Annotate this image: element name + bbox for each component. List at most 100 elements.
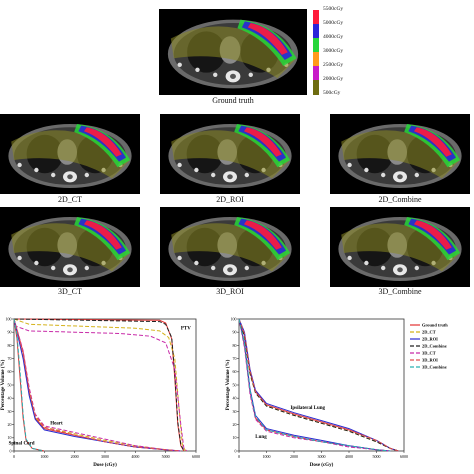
y-tick-label: 60 xyxy=(8,369,12,374)
caption-3d-combine: 3D_Combine xyxy=(378,287,422,296)
ct-panel-3d-roi xyxy=(160,207,300,287)
x-tick-label: 5000 xyxy=(162,454,170,459)
y-axis-label: Percentage Volume (%) xyxy=(226,359,231,410)
dose-colorbar xyxy=(313,10,319,95)
plot-area xyxy=(238,318,405,452)
y-tick-label: 0 xyxy=(10,448,12,453)
y-tick-label: 30 xyxy=(8,409,12,414)
caption-ground-truth: Ground truth xyxy=(212,96,254,105)
legend-label: 3D_CT xyxy=(422,351,436,356)
y-tick-label: 40 xyxy=(8,396,12,401)
x-axis-label: Dose (cGy) xyxy=(310,463,334,468)
ct-slice-image xyxy=(167,19,299,89)
y-tick-label: 100 xyxy=(231,316,237,321)
y-tick-label: 80 xyxy=(8,343,12,348)
dvh-curve xyxy=(238,318,391,452)
x-tick-label: 4000 xyxy=(345,454,353,459)
ct-panel-2d-roi xyxy=(160,114,300,194)
legend-label: 3D_Combine xyxy=(422,365,447,370)
colorbar-label: 2000cGy xyxy=(323,76,344,82)
x-tick-label: 2000 xyxy=(290,454,298,459)
y-axis-label: Percentage Volume (%) xyxy=(1,359,6,410)
y-tick-label: 70 xyxy=(8,356,12,361)
x-tick-label: 5000 xyxy=(373,454,381,459)
x-axis-label: Dose (cGy) xyxy=(93,463,117,468)
dvh-curve xyxy=(238,318,391,452)
colorbar-segment xyxy=(313,10,319,25)
colorbar-segment xyxy=(313,24,319,39)
y-tick-label: 100 xyxy=(6,316,12,321)
colorbar-label: 4000cGy xyxy=(323,34,344,40)
legend-label: 3D_ROI xyxy=(422,358,438,363)
x-tick-label: 3000 xyxy=(318,454,326,459)
x-tick-label: 1000 xyxy=(40,454,48,459)
colorbar-segment xyxy=(313,52,319,67)
colorbar-label: 5000cGy xyxy=(323,20,344,26)
y-tick-label: 10 xyxy=(8,435,12,440)
ct-slice-image xyxy=(338,124,462,188)
dvh-curve xyxy=(238,318,399,452)
roi-annotation: Spinal Cord xyxy=(9,441,35,446)
y-tick-label: 30 xyxy=(233,409,237,414)
dose-wash-max xyxy=(414,220,452,250)
legend-label: 2D_Combine xyxy=(422,344,447,349)
dvh-chart-ptv-heart-cord: 0 1000 2000 3000 4000 5000 6000 0 10 20 30 40 50 60 70… xyxy=(1,316,200,468)
caption-3d-ct: 3D_CT xyxy=(58,287,82,296)
x-tick-label: 2000 xyxy=(71,454,79,459)
roi-annotation: PTV xyxy=(181,327,191,332)
caption-2d-combine: 2D_Combine xyxy=(378,195,422,204)
legend-label: Ground truth xyxy=(422,323,448,328)
colorbar-label: 2500cGy xyxy=(323,62,344,68)
ct-panel-3d-combine xyxy=(330,207,470,287)
caption-2d-ct: 2D_CT xyxy=(58,195,82,204)
y-tick-label: 50 xyxy=(233,382,237,387)
y-tick-label: 90 xyxy=(233,330,237,335)
dvh-curve xyxy=(13,318,186,452)
x-tick-label: 6000 xyxy=(400,454,408,459)
x-tick-label: 0 xyxy=(13,454,15,459)
roi-annotation: Ipsilateral Lung xyxy=(290,406,325,411)
x-tick-label: 0 xyxy=(238,454,240,459)
dose-wash-max xyxy=(244,220,282,250)
dvh-chart-lung: 0 1000 2000 3000 4000 5000 6000 0 10 20 30 40 50 60 70… xyxy=(226,316,448,468)
dvh-curve xyxy=(13,318,181,452)
dose-wash-max xyxy=(244,127,282,157)
dvh-curve xyxy=(13,318,185,452)
colorbar-label: 3000cGy xyxy=(323,48,344,54)
dose-wash-max xyxy=(247,23,288,55)
colorbar-segment xyxy=(313,80,319,95)
x-tick-label: 1000 xyxy=(263,454,271,459)
y-tick-label: 60 xyxy=(233,369,237,374)
ct-panel-3d-ct xyxy=(0,207,140,287)
legend-label: 2D_CT xyxy=(422,330,436,335)
legend-label: 2D_ROI xyxy=(422,337,438,342)
ct-slice-image xyxy=(8,124,132,188)
y-tick-label: 80 xyxy=(233,343,237,348)
y-tick-label: 50 xyxy=(8,382,12,387)
caption-3d-roi: 3D_ROI xyxy=(216,287,244,296)
colorbar-segment xyxy=(313,38,319,53)
caption-2d-roi: 2D_ROI xyxy=(216,195,244,204)
ct-panel-2d-combine xyxy=(330,114,470,194)
colorbar-label: 5500cGy xyxy=(323,6,344,12)
x-tick-label: 4000 xyxy=(131,454,139,459)
ct-slice-image xyxy=(168,217,292,281)
ct-slice-image xyxy=(338,217,462,281)
ct-panel-ground-truth xyxy=(159,9,307,95)
colorbar-label: 500cGy xyxy=(323,90,341,96)
dvh-curve xyxy=(13,325,188,452)
y-tick-label: 10 xyxy=(233,435,237,440)
ct-panel-2d-ct xyxy=(0,114,140,194)
ct-slice-image xyxy=(168,124,292,188)
y-tick-label: 20 xyxy=(233,422,237,427)
x-tick-label: 6000 xyxy=(192,454,200,459)
y-tick-label: 40 xyxy=(233,396,237,401)
roi-annotation: Heart xyxy=(50,422,63,427)
roi-annotation: Lung xyxy=(255,435,267,440)
y-tick-label: 70 xyxy=(233,356,237,361)
y-tick-label: 0 xyxy=(235,448,237,453)
dose-wash-max xyxy=(84,220,122,250)
y-tick-label: 90 xyxy=(8,330,12,335)
y-tick-label: 20 xyxy=(8,422,12,427)
ct-slice-image xyxy=(8,217,132,281)
